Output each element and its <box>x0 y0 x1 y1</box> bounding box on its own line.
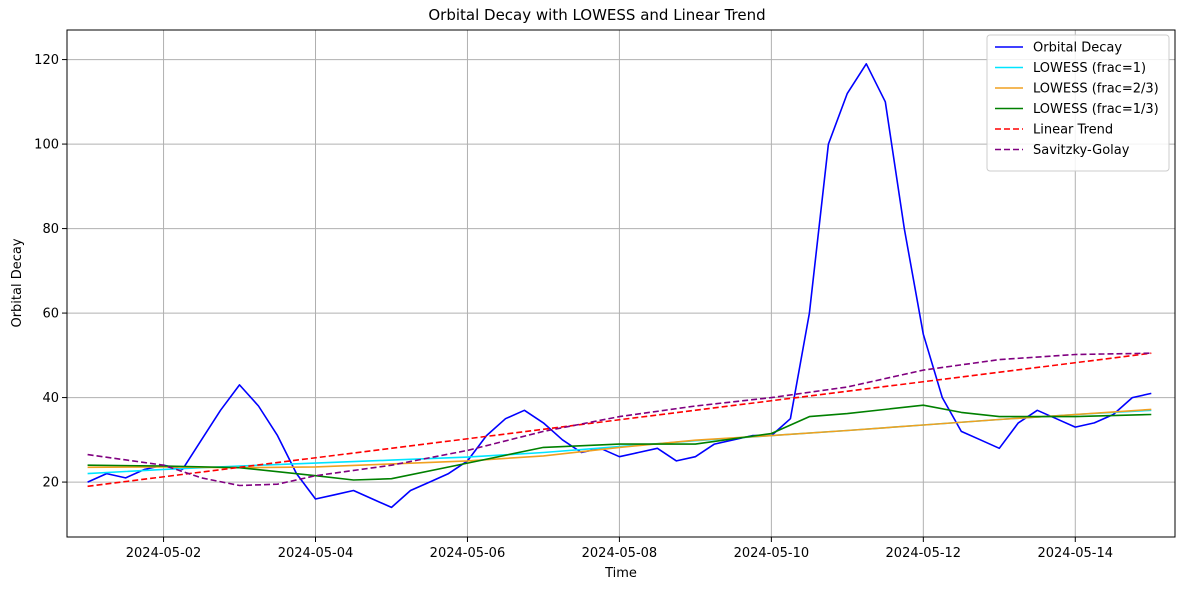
chart-title: Orbital Decay with LOWESS and Linear Tre… <box>428 6 765 24</box>
x-tick-label: 2024-05-04 <box>278 546 354 561</box>
y-axis-label: Orbital Decay <box>10 238 25 327</box>
x-axis: 2024-05-02 2024-05-04 2024-05-06 2024-05-08… <box>126 537 1113 561</box>
x-tick-label: 2024-05-12 <box>886 546 962 561</box>
series-line-lowess-frac-2-3 <box>87 408 1152 469</box>
legend-label: LOWESS (frac=1/3) <box>1033 102 1159 117</box>
legend-label: Orbital Decay <box>1033 41 1122 56</box>
legend-label: LOWESS (frac=1) <box>1033 61 1146 76</box>
series-group <box>87 62 1152 509</box>
y-tick-label: 40 <box>42 391 59 406</box>
y-tick-label: 60 <box>42 307 59 322</box>
x-tick-label: 2024-05-10 <box>734 546 810 561</box>
y-tick-label: 80 <box>42 222 59 237</box>
y-tick-label: 120 <box>34 53 59 68</box>
series-line-lowess-frac-1-3 <box>87 404 1152 481</box>
legend-label: LOWESS (frac=2/3) <box>1033 82 1159 97</box>
legend-box <box>986 34 1170 172</box>
x-tick-label: 2024-05-06 <box>430 546 506 561</box>
y-tick-label: 100 <box>34 138 59 153</box>
y-tick-label: 20 <box>42 476 59 491</box>
plot-frame <box>66 29 1176 538</box>
legend-label: Savitzky-Golay <box>1033 143 1130 158</box>
x-tick-label: 2024-05-02 <box>126 546 202 561</box>
legend-label: Linear Trend <box>1033 123 1113 138</box>
x-tick-label: 2024-05-14 <box>1037 546 1113 561</box>
series-line-orbital-decay <box>87 62 1152 509</box>
x-axis-label: Time <box>604 566 637 581</box>
series-line-linear-trend <box>87 352 1152 488</box>
legend: Orbital Decay LOWESS (frac=1) LOWESS (frac… <box>986 34 1170 172</box>
x-tick-label: 2024-05-08 <box>582 546 658 561</box>
y-axis: 20 40 60 80 100 120 <box>34 53 67 491</box>
series-line-savitzky-golay <box>87 352 1152 487</box>
